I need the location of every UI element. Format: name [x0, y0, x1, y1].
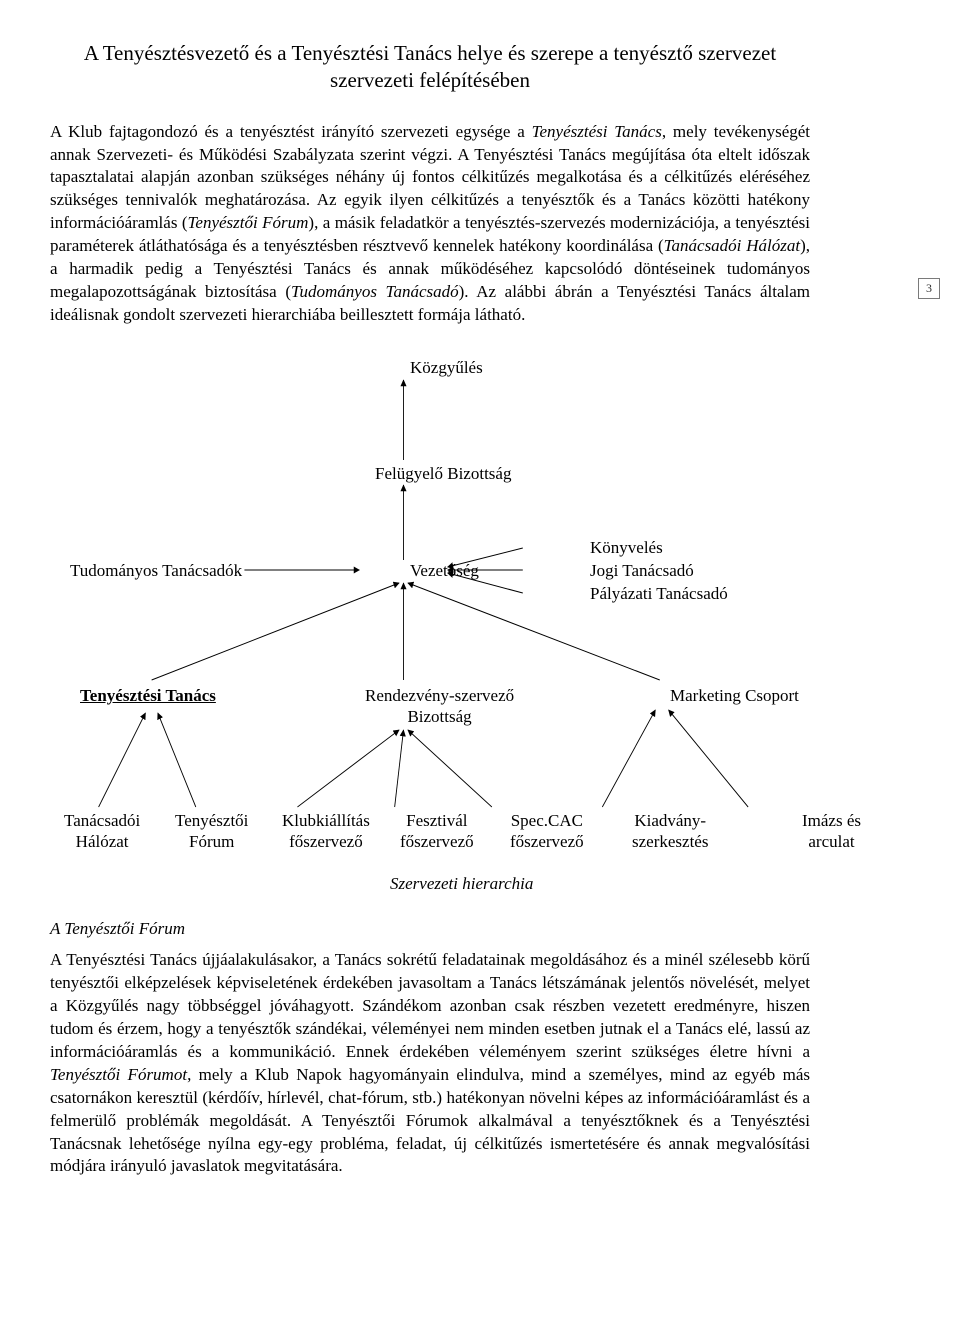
node-tenyesztesi-tanacs: Tenyésztési Tanács	[80, 685, 216, 706]
node-tud-tanacsadok: Tudományos Tanácsadók	[70, 560, 242, 581]
node-tenyesztoi-forum: Tenyésztői Fórum	[175, 810, 248, 853]
p1-italic-4: Tudományos Tanácsadó	[291, 282, 459, 301]
node-tanacsadoi-halozat: Tanácsadói Hálózat	[64, 810, 140, 853]
p1-italic-3: Tanácsadói Hálózat	[664, 236, 800, 255]
node-imazs: Imázs és arculat	[802, 810, 861, 853]
node-kozgyules: Közgyűlés	[410, 357, 483, 378]
node-klubkiallitas: Klubkiállítás főszervező	[282, 810, 370, 853]
p1-italic-2: Tenyésztői Fórum	[188, 213, 309, 232]
page-number: 3	[918, 278, 940, 299]
p1-text-1: A Klub fajtagondozó és a tenyésztést irá…	[50, 122, 532, 141]
node-marketing: Marketing Csoport	[670, 685, 799, 706]
node-jogi: Jogi Tanácsadó	[590, 560, 694, 581]
diagram-caption: Szervezeti hierarchia	[390, 873, 533, 894]
paragraph-2: A Tenyésztési Tanács újjáalakulásakor, a…	[50, 949, 810, 1178]
node-speccac: Spec.CAC főszervező	[510, 810, 584, 853]
node-konyveles: Könyvelés	[590, 537, 663, 558]
p1-italic-1: Tenyésztési Tanács	[532, 122, 662, 141]
p2-text-1: A Tenyésztési Tanács újjáalakulásakor, a…	[50, 950, 810, 1061]
p2-italic-1: Tenyésztői Fórumot	[50, 1065, 187, 1084]
org-chart-diagram: Közgyűlés Felügyelő Bizottság Tudományos…	[50, 345, 810, 905]
node-felugyelo: Felügyelő Bizottság	[375, 463, 511, 484]
node-kiadvany: Kiadvány- szerkesztés	[632, 810, 708, 853]
section-heading: A Tenyésztői Fórum	[50, 919, 810, 939]
paragraph-1: A Klub fajtagondozó és a tenyésztést irá…	[50, 121, 810, 327]
node-fesztival: Fesztivál főszervező	[400, 810, 474, 853]
page-title: A Tenyésztésvezető és a Tenyésztési Taná…	[50, 40, 810, 95]
node-vezetoseg: Vezetőség	[410, 560, 479, 581]
node-rendezveny: Rendezvény-szervező Bizottság	[365, 685, 514, 728]
node-palyazati: Pályázati Tanácsadó	[590, 583, 728, 604]
